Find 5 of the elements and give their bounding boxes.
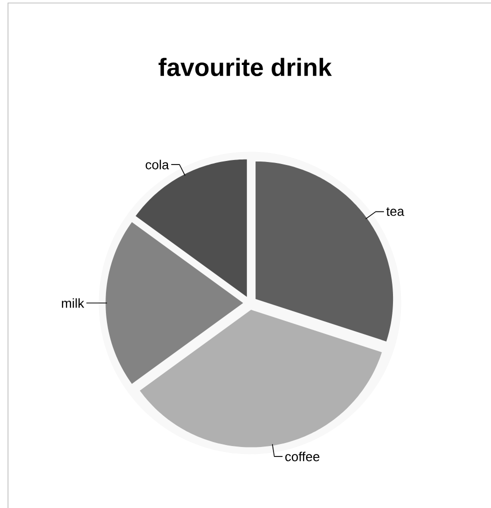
slice-label: milk — [62, 298, 84, 308]
slice-label: coffee — [285, 452, 320, 462]
slice-label: cola — [146, 160, 170, 170]
slice-label: tea — [386, 207, 404, 216]
chart-title: favourite drink — [158, 58, 332, 76]
